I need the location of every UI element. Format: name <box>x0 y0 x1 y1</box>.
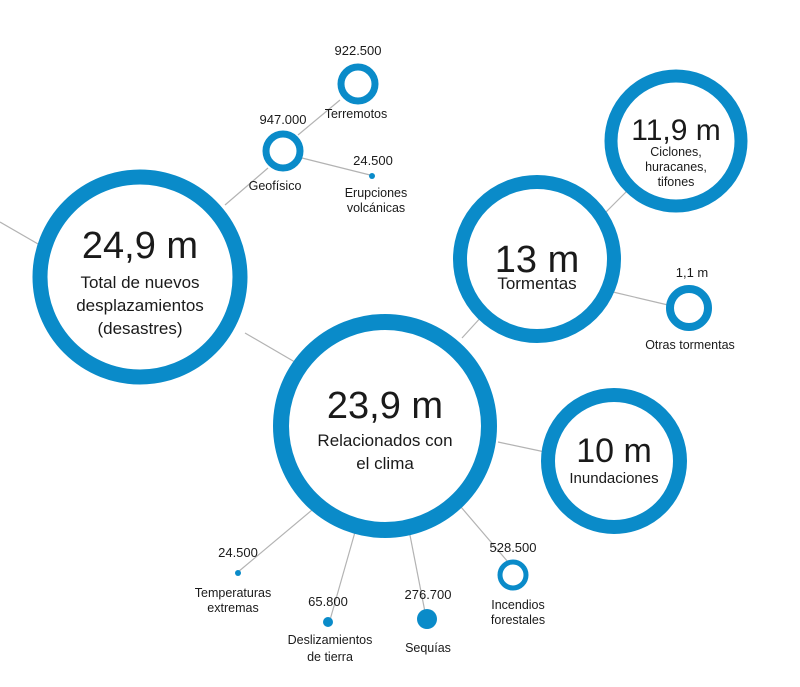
node-earthquakes: 922.500 Terremotos <box>325 43 388 121</box>
droughts-dot <box>417 609 437 629</box>
connector-climate-wildfires <box>454 499 509 563</box>
node-wildfires: 528.500 Incendios forestales <box>490 540 546 627</box>
node-climate: 23,9 m Relacionados con el clima <box>273 314 497 538</box>
extreme-temps-label-line-1: Temperaturas <box>195 586 271 600</box>
connector-climate-droughts <box>407 524 426 613</box>
connector-total-climate <box>244 332 301 366</box>
climate-ring <box>273 314 497 538</box>
volcanic-dot <box>369 173 375 179</box>
floods-label: Inundaciones <box>569 470 658 487</box>
total-ring <box>32 169 248 385</box>
cyclones-label-line-3: tifones <box>658 175 695 189</box>
wildfires-label-line-1: Incendios <box>491 598 545 612</box>
total-label-line-2: desplazamientos <box>76 296 204 315</box>
total-label-line-3: (desastres) <box>97 319 182 338</box>
node-landslides: 65.800 Deslizamientos de tierra <box>288 594 373 664</box>
geophysical-label: Geofísico <box>249 179 302 193</box>
node-cyclones: 11,9 m Ciclones, huracanes, tifones <box>604 69 748 213</box>
landslides-label-line-2: de tierra <box>307 650 353 664</box>
node-floods: 10 m Inundaciones <box>541 388 687 534</box>
droughts-value: 276.700 <box>405 587 452 602</box>
cyclones-value: 11,9 m <box>631 114 721 147</box>
droughts-label: Sequías <box>405 641 451 655</box>
connector-climate-temps <box>237 504 319 573</box>
connector-geophysical-earthquakes <box>297 99 341 136</box>
other-storms-ring <box>666 285 712 331</box>
geophysical-ring <box>262 130 304 172</box>
node-geophysical: 947.000 Geofísico <box>249 112 307 193</box>
extreme-temps-dot <box>235 570 241 576</box>
climate-value: 23,9 m <box>327 385 443 427</box>
node-other-storms: 1,1 m Otras tormentas <box>645 265 735 352</box>
extreme-temps-label-line-2: extremas <box>207 601 258 615</box>
earthquakes-label: Terremotos <box>325 107 388 121</box>
total-value: 24,9 m <box>82 225 198 267</box>
landslides-value: 65.800 <box>308 594 348 609</box>
wildfires-label-line-2: forestales <box>491 613 545 627</box>
floods-value: 10 m <box>576 432 652 470</box>
cyclones-label-line-1: Ciclones, <box>650 145 701 159</box>
geophysical-value: 947.000 <box>260 112 307 127</box>
floods-ring <box>541 388 687 534</box>
connector-storms-other <box>612 291 669 306</box>
earthquakes-value: 922.500 <box>335 43 382 58</box>
landslides-dot <box>323 617 333 627</box>
volcanic-value: 24.500 <box>353 153 393 168</box>
wildfires-ring <box>497 559 529 591</box>
climate-label-line-1: Relacionados con <box>317 431 452 450</box>
wildfires-value: 528.500 <box>490 540 537 555</box>
cyclones-label-line-2: huracanes, <box>645 160 707 174</box>
volcanic-label-line-1: Erupciones <box>345 186 408 200</box>
node-storms: 13 m Tormentas <box>453 175 621 343</box>
landslides-label-line-1: Deslizamientos <box>288 633 373 647</box>
connector-climate-floods <box>497 441 546 453</box>
node-volcanic: 24.500 Erupciones volcánicas <box>345 153 408 215</box>
climate-label-line-2: el clima <box>356 454 414 473</box>
storms-value: 13 m <box>495 239 579 281</box>
storms-ring <box>453 175 621 343</box>
earthquakes-ring <box>337 63 379 105</box>
total-label-line-1: Total de nuevos <box>80 273 199 292</box>
node-total: 24,9 m Total de nuevos desplazamientos (… <box>32 169 248 385</box>
connector-climate-landslides <box>329 524 358 621</box>
node-droughts: 276.700 Sequías <box>405 587 452 655</box>
connector-geophysical-volcanic <box>301 157 371 176</box>
cyclones-ring <box>604 69 748 213</box>
other-storms-label: Otras tormentas <box>645 338 735 352</box>
extreme-temps-value: 24.500 <box>218 545 258 560</box>
node-extreme-temps: 24.500 Temperaturas extremas <box>195 545 271 615</box>
connector-offscreen <box>0 221 46 249</box>
connector-lines <box>0 99 669 621</box>
storms-label: Tormentas <box>497 274 576 293</box>
other-storms-value: 1,1 m <box>676 265 709 280</box>
connector-total-geophysical <box>224 167 269 206</box>
volcanic-label-line-2: volcánicas <box>347 201 405 215</box>
